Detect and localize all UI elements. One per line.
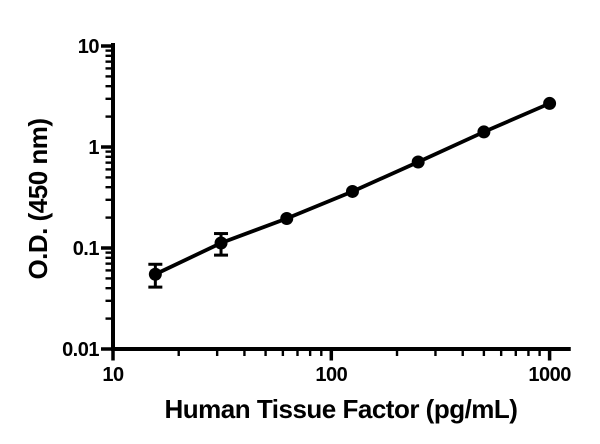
x-tick-label: 1000 [528,364,571,386]
data-point [345,184,359,198]
data-point [543,96,557,110]
x-axis-title: Human Tissue Factor (pg/mL) [165,394,518,424]
chart-plot-area: 0.01 0.1 1 10 10 100 1000 [62,36,572,386]
y-tick-label: 1 [88,137,99,159]
data-point [280,211,294,225]
y-tick-label: 0.1 [73,238,100,260]
data-point [411,155,425,169]
data-point [477,125,491,139]
y-axis-title: O.D. (450 nm) [23,118,53,279]
data-point [148,267,162,281]
x-tick-label: 100 [315,364,347,386]
x-tick-label: 10 [102,364,124,386]
data-point [214,236,228,250]
y-tick-label: 0.01 [62,339,99,361]
y-tick-label: 10 [78,36,100,58]
